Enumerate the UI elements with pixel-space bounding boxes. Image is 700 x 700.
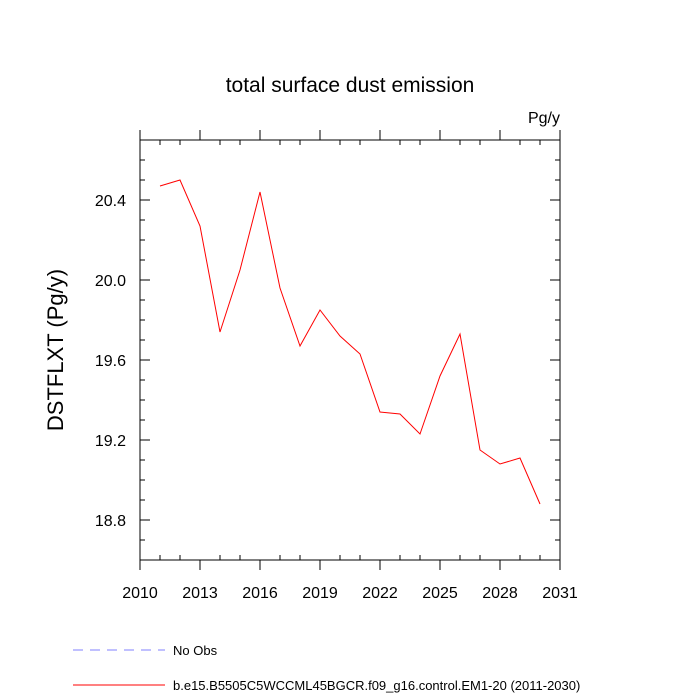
x-tick-label: 2025 — [422, 585, 458, 602]
x-tick-label: 2031 — [542, 585, 578, 602]
series-layer — [159, 179, 541, 505]
plot-frame — [139, 139, 561, 561]
y-tick-label: 19.6 — [95, 353, 126, 370]
x-tick-label: 2013 — [182, 585, 218, 602]
x-tick-label: 2016 — [242, 585, 278, 602]
legend: No Obs b.e15.B5505C5WCCML45BGCR.f09_g16.c… — [73, 643, 580, 693]
x-tick-label: 2028 — [482, 585, 518, 602]
y-tick-label: 19.2 — [95, 433, 126, 450]
x-tick-label: 2022 — [362, 585, 398, 602]
legend-label: No Obs — [173, 643, 218, 658]
x-tick-label: 2010 — [122, 585, 158, 602]
y-axis-label: DSTFLXT (Pg/y) — [43, 269, 68, 431]
units-label: Pg/y — [528, 110, 560, 127]
y-tick-label: 20.0 — [95, 273, 126, 290]
y-tick-label: 18.8 — [95, 513, 126, 530]
series-line — [159, 179, 541, 505]
chart-title: total surface dust emission — [226, 74, 475, 97]
x-axis: 2010 2013 2016 2019 2022 2025 2028 2031 — [122, 130, 578, 602]
y-tick-label: 20.4 — [95, 193, 126, 210]
y-axis: 18.8 19.2 19.6 20.0 20.4 — [95, 159, 560, 541]
x-tick-label: 2019 — [302, 585, 338, 602]
legend-label: b.e15.B5505C5WCCML45BGCR.f09_g16.control… — [173, 678, 580, 693]
